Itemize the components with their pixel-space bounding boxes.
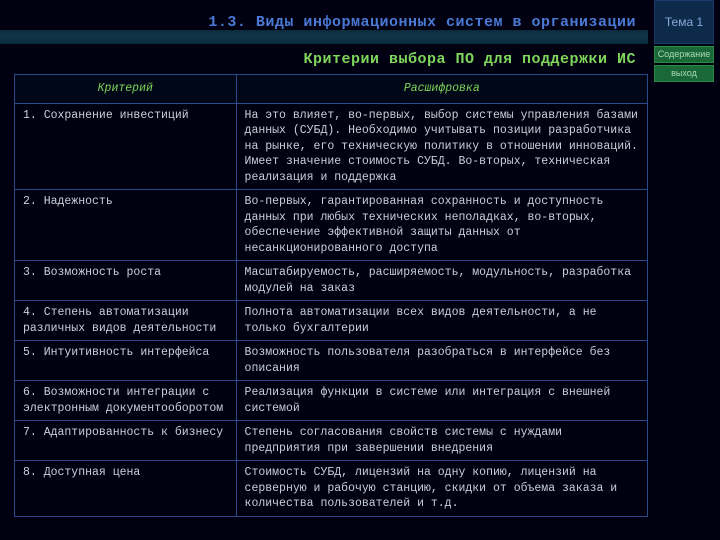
exit-button[interactable]: выход xyxy=(654,65,714,82)
header-title-wrap: 1.3. Виды информационных систем в органи… xyxy=(0,0,648,44)
cell-criterion: 8. Доступная цена xyxy=(15,461,237,517)
cell-description: Возможность пользователя разобраться в и… xyxy=(236,341,647,381)
subtitle-row: Критерии выбора ПО для поддержки ИС xyxy=(0,44,720,74)
table-row: 7. Адаптированность к бизнесуСтепень сог… xyxy=(15,421,648,461)
table-row: 2. НадежностьВо-первых, гарантированная … xyxy=(15,190,648,261)
table-row: 6. Возможности интеграции с электронным … xyxy=(15,381,648,421)
cell-description: Степень согласования свойств системы с н… xyxy=(236,421,647,461)
cell-criterion: 1. Сохранение инвестиций xyxy=(15,103,237,190)
table-row: 1. Сохранение инвестицийНа это влияет, в… xyxy=(15,103,648,190)
cell-description: Во-первых, гарантированная сохранность и… xyxy=(236,190,647,261)
cell-description: На это влияет, во-первых, выбор системы … xyxy=(236,103,647,190)
table-row: 3. Возможность ростаМасштабируемость, ра… xyxy=(15,261,648,301)
cell-criterion: 7. Адаптированность к бизнесу xyxy=(15,421,237,461)
col-header-description: Расшифровка xyxy=(236,75,647,104)
cell-description: Стоимость СУБД, лицензий на одну копию, … xyxy=(236,461,647,517)
table-header-row: Критерий Расшифровка xyxy=(15,75,648,104)
table-container: Критерий Расшифровка 1. Сохранение инвес… xyxy=(14,74,648,534)
header-gradient-bar xyxy=(0,30,648,44)
criteria-table: Критерий Расшифровка 1. Сохранение инвес… xyxy=(14,74,648,517)
cell-criterion: 2. Надежность xyxy=(15,190,237,261)
theme-badge: Тема 1 xyxy=(654,0,714,44)
cell-description: Реализация функции в системе или интегра… xyxy=(236,381,647,421)
cell-description: Полнота автоматизации всех видов деятель… xyxy=(236,301,647,341)
cell-criterion: 3. Возможность роста xyxy=(15,261,237,301)
section-title: 1.3. Виды информационных систем в органи… xyxy=(208,14,636,31)
contents-button[interactable]: Содержание xyxy=(654,46,714,63)
cell-criterion: 6. Возможности интеграции с электронным … xyxy=(15,381,237,421)
table-row: 8. Доступная ценаСтоимость СУБД, лицензи… xyxy=(15,461,648,517)
header-row: 1.3. Виды информационных систем в органи… xyxy=(0,0,720,44)
cell-criterion: 4. Степень автоматизации различных видов… xyxy=(15,301,237,341)
table-row: 5. Интуитивность интерфейсаВозможность п… xyxy=(15,341,648,381)
theme-label: Тема 1 xyxy=(665,15,703,29)
table-row: 4. Степень автоматизации различных видов… xyxy=(15,301,648,341)
col-header-criterion: Критерий xyxy=(15,75,237,104)
cell-description: Масштабируемость, расширяемость, модульн… xyxy=(236,261,647,301)
nav-column: Содержание выход xyxy=(654,46,714,82)
subtitle: Критерии выбора ПО для поддержки ИС xyxy=(0,51,648,68)
cell-criterion: 5. Интуитивность интерфейса xyxy=(15,341,237,381)
